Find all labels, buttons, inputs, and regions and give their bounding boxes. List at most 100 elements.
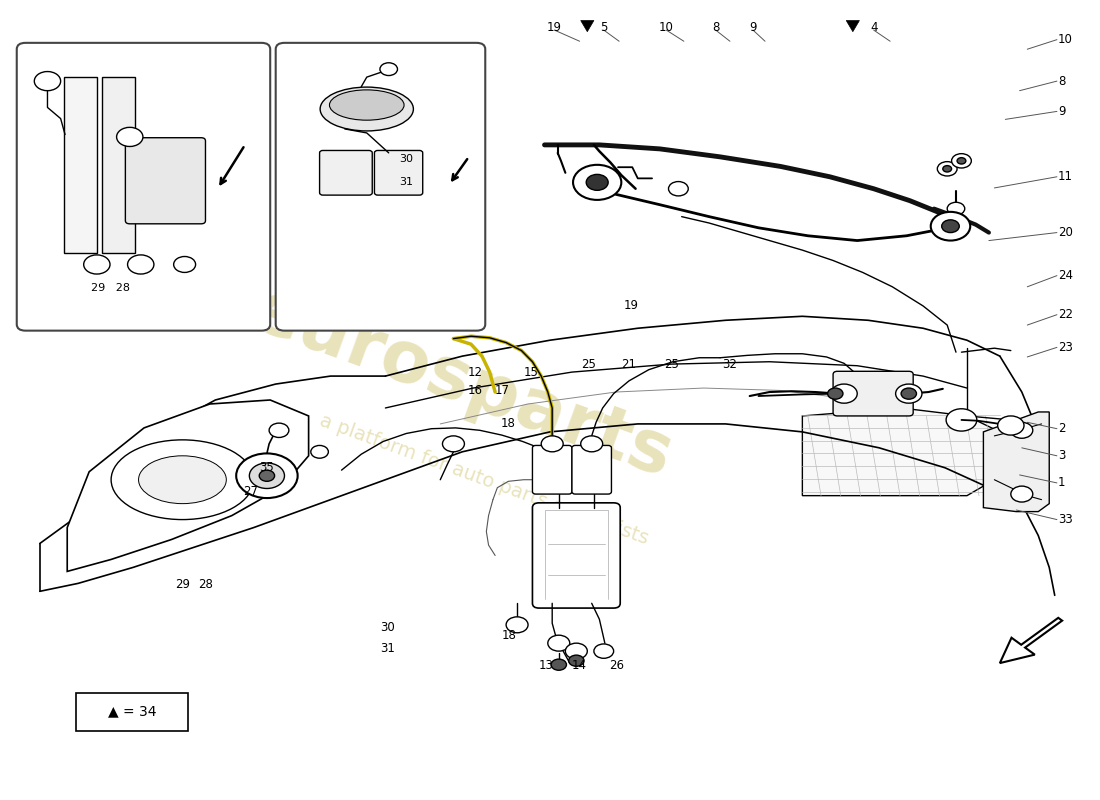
Text: 21: 21	[621, 358, 636, 370]
Text: 11: 11	[1058, 170, 1072, 183]
Circle shape	[506, 617, 528, 633]
Circle shape	[901, 388, 916, 399]
Polygon shape	[846, 21, 859, 32]
Circle shape	[236, 454, 298, 498]
Text: 2: 2	[1058, 422, 1066, 435]
Circle shape	[895, 384, 922, 403]
Circle shape	[573, 165, 622, 200]
Circle shape	[117, 127, 143, 146]
Circle shape	[1011, 422, 1033, 438]
FancyBboxPatch shape	[833, 371, 913, 416]
Text: 12: 12	[468, 366, 483, 379]
Text: 25: 25	[581, 358, 595, 370]
Text: 22: 22	[1058, 308, 1072, 321]
Circle shape	[442, 436, 464, 452]
Text: 27: 27	[243, 485, 257, 498]
Circle shape	[84, 255, 110, 274]
Circle shape	[931, 212, 970, 241]
Text: ▲ = 34: ▲ = 34	[108, 705, 156, 718]
FancyBboxPatch shape	[320, 150, 372, 195]
Text: 5: 5	[601, 21, 607, 34]
Circle shape	[581, 436, 603, 452]
FancyBboxPatch shape	[374, 150, 422, 195]
Text: 3: 3	[1058, 450, 1066, 462]
Circle shape	[947, 202, 965, 215]
Text: 10: 10	[1058, 33, 1072, 46]
Circle shape	[942, 220, 959, 233]
Text: 18: 18	[500, 418, 516, 430]
FancyArrow shape	[1000, 618, 1063, 663]
Text: 17: 17	[495, 384, 510, 397]
Circle shape	[952, 154, 971, 168]
Text: 29: 29	[175, 578, 189, 591]
Circle shape	[946, 409, 977, 431]
Bar	[76, 693, 188, 731]
Circle shape	[250, 463, 285, 489]
FancyBboxPatch shape	[532, 503, 620, 608]
Text: 16: 16	[468, 384, 483, 397]
Circle shape	[827, 388, 843, 399]
Text: 4: 4	[870, 21, 878, 34]
Ellipse shape	[330, 90, 404, 120]
Circle shape	[830, 384, 857, 403]
Circle shape	[128, 255, 154, 274]
Bar	[102, 77, 135, 253]
Polygon shape	[802, 408, 1000, 496]
Text: 30: 30	[399, 154, 414, 164]
Circle shape	[669, 182, 689, 196]
Circle shape	[379, 62, 397, 75]
Circle shape	[541, 436, 563, 452]
Circle shape	[174, 257, 196, 273]
Text: 10: 10	[659, 21, 673, 34]
FancyBboxPatch shape	[532, 446, 572, 494]
Text: 31: 31	[379, 642, 395, 655]
Ellipse shape	[111, 440, 254, 519]
Text: 8: 8	[1058, 74, 1066, 88]
Circle shape	[551, 659, 566, 670]
Circle shape	[548, 635, 570, 651]
Text: 28: 28	[198, 578, 212, 591]
Circle shape	[998, 416, 1024, 435]
Polygon shape	[983, 412, 1049, 512]
Text: 18: 18	[502, 629, 517, 642]
Text: 9: 9	[749, 21, 757, 34]
Text: 24: 24	[1058, 269, 1072, 282]
Circle shape	[937, 162, 957, 176]
Text: 35: 35	[260, 462, 274, 474]
Text: 29   28: 29 28	[91, 283, 131, 294]
Circle shape	[34, 71, 60, 90]
Circle shape	[586, 174, 608, 190]
Circle shape	[569, 655, 584, 666]
Text: 32: 32	[723, 358, 737, 370]
Text: 19: 19	[547, 21, 562, 34]
Text: 31: 31	[399, 178, 414, 187]
Circle shape	[594, 644, 614, 658]
Text: a platform for auto parts specialists: a platform for auto parts specialists	[317, 411, 651, 548]
Text: 30: 30	[379, 621, 395, 634]
Bar	[64, 77, 97, 253]
FancyBboxPatch shape	[125, 138, 206, 224]
Text: 20: 20	[1058, 226, 1072, 239]
Polygon shape	[67, 400, 309, 571]
Text: 23: 23	[1058, 341, 1072, 354]
Ellipse shape	[139, 456, 227, 504]
Text: eurosparts: eurosparts	[243, 276, 682, 492]
Circle shape	[1011, 486, 1033, 502]
Text: 13: 13	[539, 659, 554, 672]
Circle shape	[260, 470, 275, 482]
Text: 9: 9	[1058, 105, 1066, 118]
FancyBboxPatch shape	[572, 446, 612, 494]
Text: 15: 15	[524, 366, 539, 379]
Circle shape	[270, 423, 289, 438]
Text: 33: 33	[1058, 513, 1072, 526]
FancyBboxPatch shape	[276, 43, 485, 330]
FancyBboxPatch shape	[16, 43, 271, 330]
Text: 19: 19	[624, 299, 638, 313]
Circle shape	[565, 643, 587, 659]
Ellipse shape	[320, 87, 414, 131]
Circle shape	[943, 166, 951, 172]
Circle shape	[311, 446, 329, 458]
Text: 26: 26	[609, 659, 625, 672]
Text: 14: 14	[572, 659, 587, 672]
Text: 25: 25	[664, 358, 679, 370]
